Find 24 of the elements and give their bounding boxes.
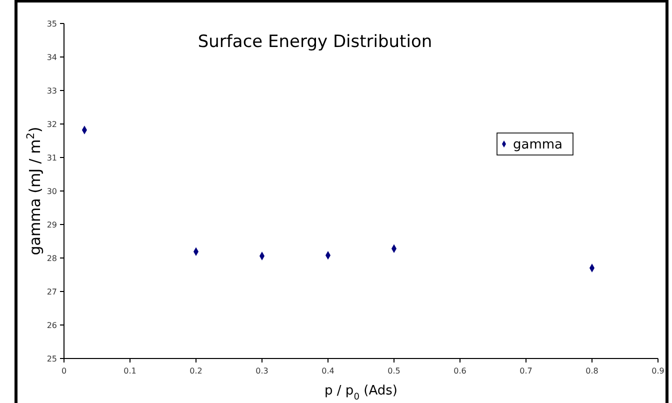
y-tick-label: 35 — [46, 19, 57, 28]
x-tick-label: 0.4 — [322, 366, 334, 376]
y-tick-label: 26 — [46, 320, 57, 330]
y-tick-label: 32 — [46, 120, 57, 129]
x-tick-label: 0.5 — [388, 366, 400, 376]
x-axis-title: p / p$_{0}$ (Ads) — [324, 384, 398, 402]
y-tick-label: 33 — [46, 86, 57, 96]
x-tick-label: 0.9 — [652, 366, 664, 376]
y-tick-label: 28 — [46, 254, 57, 263]
y-tick-label: 25 — [46, 354, 57, 364]
y-tick-label: 29 — [46, 220, 57, 230]
legend-label: gamma — [513, 138, 563, 153]
x-tick-label: 0.7 — [520, 366, 532, 376]
y-tick-label: 31 — [46, 153, 57, 162]
x-tick-label: 0.8 — [586, 366, 598, 376]
x-tick-label: 0 — [61, 366, 67, 376]
x-tick-label: 0.2 — [190, 366, 202, 376]
x-tick-label: 0.3 — [256, 366, 268, 376]
x-tick-label: 0.6 — [454, 366, 466, 376]
y-tick-label: 27 — [46, 287, 57, 296]
y-tick-label: 34 — [46, 52, 57, 62]
y-tick-label: 30 — [46, 186, 57, 196]
x-tick-label: 0.1 — [124, 366, 136, 376]
text: Surface Energy Distribution — [198, 32, 432, 52]
